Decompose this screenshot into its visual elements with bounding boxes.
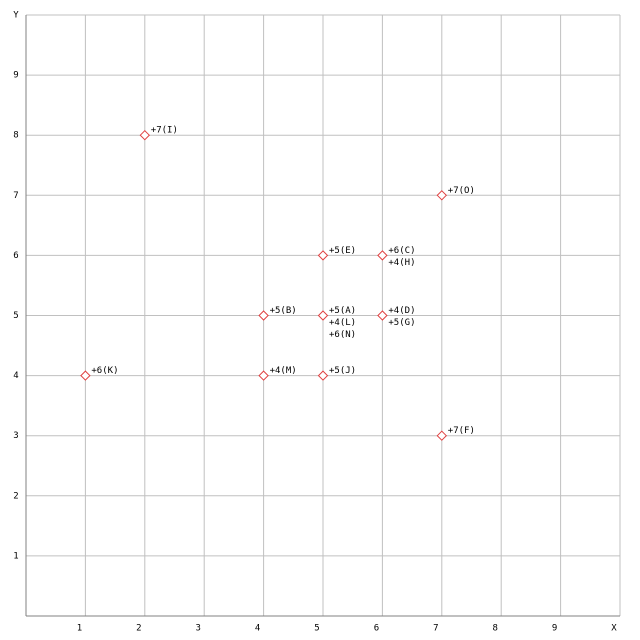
point-label: +7(F) [448,426,475,436]
x-tick-label: 3 [195,624,200,634]
point-label: +5(E) [329,246,356,256]
y-tick-label: 8 [13,131,18,141]
point-label: +4(M) [270,366,297,376]
point-label: +5(G) [388,318,415,328]
point [377,310,388,321]
point [139,129,151,141]
point-label: +5(J) [329,366,356,376]
x-tick-label: 2 [136,624,141,634]
point-label: +7(I) [151,126,178,136]
y-tick-label: 7 [13,191,18,201]
point [80,370,91,381]
y-tick-label: Y [13,11,19,21]
x-tick-label: 5 [314,624,319,634]
point [258,310,269,321]
point-label: +5(B) [270,306,297,316]
point-label: +7(O) [448,186,475,196]
point-label: +6(N) [329,330,356,340]
point-label: +6(K) [91,366,118,376]
x-tick-label: 7 [433,624,438,634]
point-label: +4(D) [388,306,415,316]
point-label: +4(L) [329,318,356,328]
y-tick-label: 6 [13,251,18,261]
x-tick-label: 1 [77,624,82,634]
point [436,430,448,441]
y-tick-label: 3 [13,431,18,441]
point [377,250,388,261]
x-tick-label: 6 [374,624,379,634]
y-tick-label: 1 [13,551,18,561]
y-tick-label: 5 [13,311,18,321]
x-tick-label: 4 [255,624,260,634]
y-tick-label: 4 [13,371,18,381]
x-tick-label: 9 [552,624,557,634]
point [317,310,329,321]
point [258,370,269,381]
y-tick-label: 2 [13,491,18,501]
x-tick-label: 8 [492,624,497,634]
point [436,190,448,201]
point-label: +4(H) [388,258,415,268]
y-tick-label: 9 [13,71,18,81]
point [317,250,329,261]
point-label: +6(C) [388,246,415,256]
point [317,370,329,381]
point-label: +5(A) [329,306,356,316]
x-tick-label: X [611,624,617,634]
